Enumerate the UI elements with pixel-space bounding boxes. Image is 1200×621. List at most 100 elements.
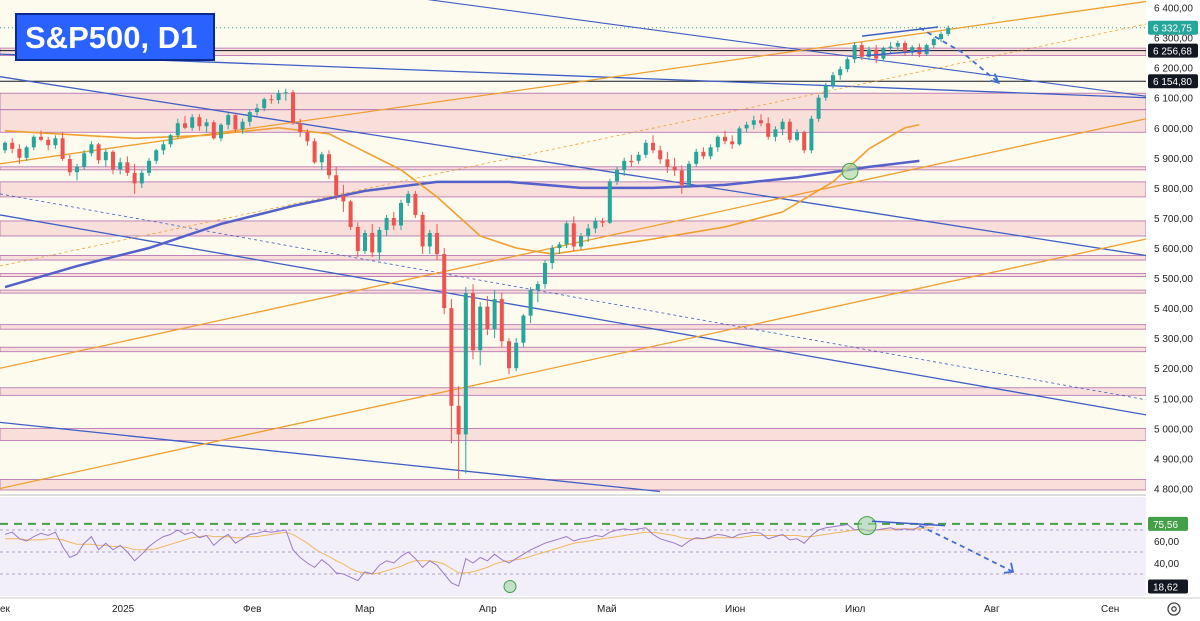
candle[interactable] [636,151,641,164]
candle-body[interactable] [910,47,915,53]
candle-body[interactable] [420,214,425,247]
candle[interactable] [687,160,691,188]
candle-body[interactable] [103,151,108,161]
candle-body[interactable] [327,154,331,176]
candle[interactable] [543,260,547,289]
candle-body[interactable] [643,142,648,155]
candle-body[interactable] [759,120,763,124]
candle-body[interactable] [219,124,223,139]
candle-body[interactable] [442,254,447,309]
candle-body[interactable] [629,160,634,163]
candle-body[interactable] [737,128,742,145]
candle-body[interactable] [154,150,159,161]
candle-body[interactable] [60,138,65,160]
candle-body[interactable] [377,229,382,253]
candle-body[interactable] [586,228,591,236]
candle-body[interactable] [161,144,166,151]
candle-body[interactable] [485,306,490,330]
candle[interactable] [643,139,648,158]
price-pane[interactable] [0,0,1147,493]
candle-body[interactable] [903,42,907,53]
candle-body[interactable] [17,148,22,158]
candle-body[interactable] [679,170,684,185]
candle[interactable] [629,154,634,167]
candle[interactable] [283,88,288,101]
candle-body[interactable] [744,124,749,129]
candle[interactable] [24,145,29,161]
candle[interactable] [3,141,7,154]
candle[interactable] [744,121,749,133]
candle[interactable] [319,151,324,170]
candle-body[interactable] [341,195,346,202]
candle[interactable] [679,165,684,194]
candle-body[interactable] [125,162,130,173]
candle[interactable] [197,114,202,131]
candle[interactable] [384,214,389,236]
candle[interactable] [262,97,267,112]
candle[interactable] [492,290,497,339]
candle[interactable] [312,138,317,164]
candle-body[interactable] [888,46,893,49]
candle[interactable] [672,157,677,176]
candle-body[interactable] [730,141,735,145]
candle-body[interactable] [550,248,555,264]
candle-body[interactable] [82,153,87,167]
candle-body[interactable] [492,299,497,330]
candle-body[interactable] [89,144,94,154]
candle[interactable] [132,163,137,194]
candle[interactable] [46,136,51,151]
candle[interactable] [240,118,245,134]
candle[interactable] [89,141,94,157]
candle[interactable] [507,338,511,375]
candle[interactable] [60,132,65,161]
candle-body[interactable] [413,193,418,215]
candle[interactable] [255,103,259,116]
candle[interactable] [852,42,857,64]
candle-body[interactable] [780,121,785,130]
candle-body[interactable] [658,150,663,160]
candle-body[interactable] [615,169,619,182]
candle[interactable] [859,42,864,61]
candle[interactable] [946,25,951,37]
candle[interactable] [823,82,828,101]
candle[interactable] [327,150,331,179]
candle-body[interactable] [795,132,799,140]
candle-body[interactable] [478,306,483,351]
candle-body[interactable] [924,45,929,55]
candle[interactable] [593,217,598,233]
candle[interactable] [867,46,871,61]
candle-body[interactable] [665,159,670,167]
candle[interactable] [831,72,835,89]
candle-body[interactable] [723,136,727,142]
candle[interactable] [888,42,893,55]
time-axis[interactable]: ек 2025 Фев Мар Апр Май Июн Июл Авг Сен [0,597,1200,615]
candle-body[interactable] [427,232,432,247]
candle[interactable] [910,45,915,56]
candle-body[interactable] [507,341,511,369]
candle[interactable] [838,66,843,80]
candle[interactable] [607,178,612,224]
candle-body[interactable] [701,151,706,157]
candle[interactable] [449,299,454,444]
candle-body[interactable] [168,135,173,145]
candle-body[interactable] [291,92,295,124]
candle[interactable] [413,190,418,218]
candle-body[interactable] [715,136,720,148]
candle[interactable] [363,229,367,255]
candle[interactable] [161,141,166,155]
candle-body[interactable] [183,123,187,128]
candle[interactable] [485,296,490,336]
candle[interactable] [780,118,785,136]
candle[interactable] [31,135,36,151]
candle[interactable] [499,293,504,348]
candle-body[interactable] [190,117,195,128]
candle[interactable] [204,118,209,133]
candle[interactable] [766,117,771,140]
candle[interactable] [399,199,403,230]
candle-body[interactable] [579,235,583,247]
candle-body[interactable] [305,132,310,142]
candle-body[interactable] [802,132,807,151]
candle[interactable] [377,226,382,261]
candle[interactable] [183,115,187,130]
